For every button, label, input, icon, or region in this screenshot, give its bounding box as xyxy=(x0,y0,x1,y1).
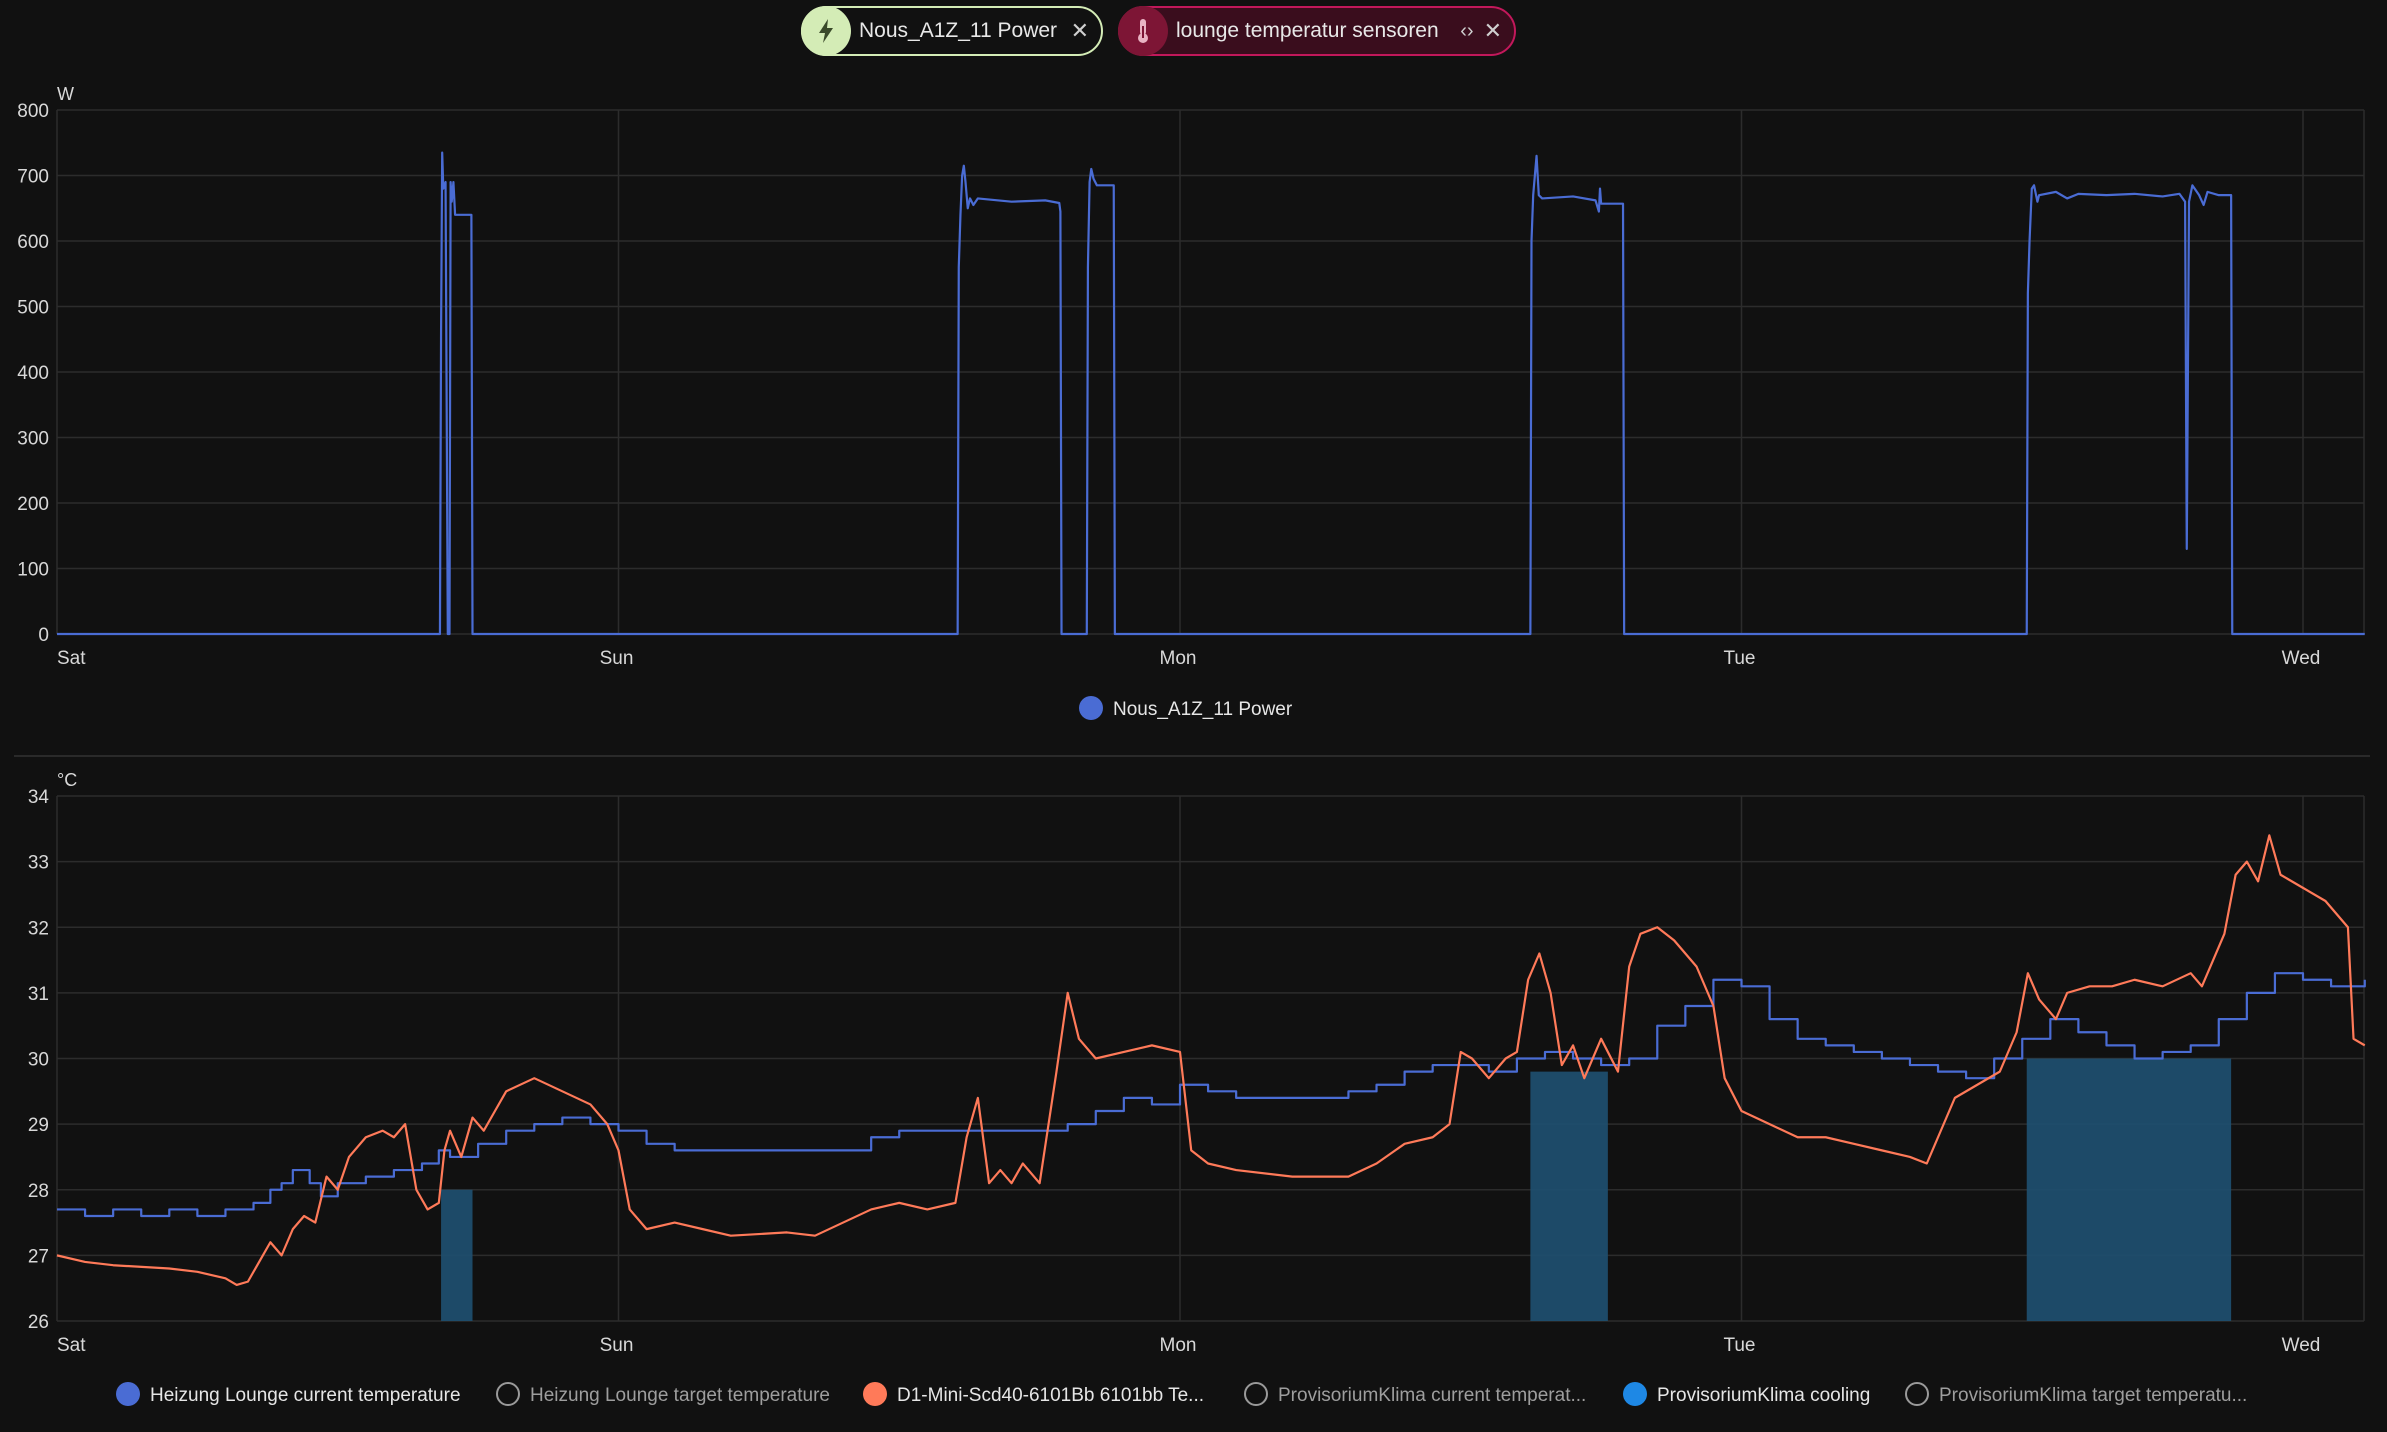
legend-label: Heizung Lounge current temperature xyxy=(150,1385,461,1406)
y-tick-label: 27 xyxy=(28,1246,49,1267)
cooling-bar xyxy=(441,1189,473,1321)
y-tick-label: 200 xyxy=(17,494,49,515)
legend-item[interactable]: D1-Mini-Scd40-6101Bb 6101bb Te... xyxy=(863,1382,1204,1406)
close-icon[interactable]: ✕ xyxy=(1483,18,1502,43)
y-tick-label: 28 xyxy=(28,1181,49,1202)
close-icon[interactable]: ✕ xyxy=(1070,18,1089,43)
y-axis-unit: °C xyxy=(57,770,77,790)
legend-label: Heizung Lounge target temperature xyxy=(530,1385,830,1406)
legend-item[interactable]: ProvisoriumKlima target temperatu... xyxy=(1905,1382,2247,1406)
y-tick-label: 300 xyxy=(17,429,49,450)
legend-marker xyxy=(496,1382,520,1406)
grid xyxy=(56,109,2365,635)
power-chip-label: Nous_A1Z_11 Power xyxy=(859,19,1058,42)
legend-marker xyxy=(1905,1382,1929,1406)
legend-marker xyxy=(863,1382,887,1406)
legend-marker xyxy=(116,1382,140,1406)
x-tick-label: Sun xyxy=(600,1335,634,1356)
power-entity-chip[interactable]: Nous_A1Z_11 Power ✕ xyxy=(801,6,1103,56)
legend-marker xyxy=(1079,696,1103,720)
y-tick-label: 600 xyxy=(17,232,49,253)
temperature-chip-label: lounge temperatur sensoren xyxy=(1176,19,1439,42)
grid xyxy=(56,795,2365,1322)
legend-label: ProvisoriumKlima cooling xyxy=(1657,1385,1870,1406)
legend-label: ProvisoriumKlima target temperatu... xyxy=(1939,1385,2247,1406)
x-tick-label: Wed xyxy=(2282,1335,2321,1356)
x-tick-label: Tue xyxy=(1723,1335,1755,1356)
chart-legend: Heizung Lounge current temperature Heizun… xyxy=(116,1382,2247,1406)
power-chart: 0 100 200 300 400 500 600 700 800 Sat Sun Mon Tue Wed… xyxy=(17,84,2365,720)
y-tick-label: 30 xyxy=(28,1050,49,1071)
legend-item[interactable]: Heizung Lounge current temperature xyxy=(116,1382,461,1406)
filter-chips: Nous_A1Z_11 Power ✕ lounge temperatur se… xyxy=(0,6,2387,62)
lightning-icon xyxy=(801,6,851,56)
temperature-chart: 26 27 28 29 30 31 32 33 34 Sat Sun Mon Tue Wed °C Heizu… xyxy=(28,770,2366,1406)
legend-item[interactable]: ProvisoriumKlima current temperat... xyxy=(1244,1382,1586,1406)
legend-label: D1-Mini-Scd40-6101Bb 6101bb Te... xyxy=(897,1385,1204,1406)
x-tick-label: Sat xyxy=(57,648,86,669)
chart-divider xyxy=(14,755,2370,757)
series-line xyxy=(57,972,2366,1218)
y-tick-label: 32 xyxy=(28,918,49,939)
cooling-bar xyxy=(2026,1058,2232,1321)
legend-item[interactable]: ProvisoriumKlima cooling xyxy=(1623,1382,1870,1406)
x-tick-label: Mon xyxy=(1160,1335,1197,1356)
x-tick-label: Wed xyxy=(2282,648,2321,669)
expand-icon[interactable]: ‹› xyxy=(1460,19,1474,42)
y-axis-unit: W xyxy=(57,84,74,104)
y-tick-label: 400 xyxy=(17,363,49,384)
legend-item[interactable]: Nous_A1Z_11 Power xyxy=(1079,696,1293,720)
series-line xyxy=(57,151,2365,636)
x-tick-label: Sat xyxy=(57,1335,86,1356)
y-tick-label: 29 xyxy=(28,1115,49,1136)
y-tick-label: 800 xyxy=(17,101,49,122)
y-tick-label: 0 xyxy=(38,625,49,646)
x-tick-label: Mon xyxy=(1160,648,1197,669)
series-line xyxy=(56,834,2366,1287)
y-tick-label: 500 xyxy=(17,298,49,319)
chart-legend: Nous_A1Z_11 Power xyxy=(1079,696,1293,720)
y-tick-label: 31 xyxy=(28,984,49,1005)
y-tick-label: 26 xyxy=(28,1312,49,1333)
legend-label: ProvisoriumKlima current temperat... xyxy=(1278,1385,1586,1406)
x-tick-label: Sun xyxy=(600,648,634,669)
y-tick-label: 34 xyxy=(28,787,50,808)
y-tick-label: 100 xyxy=(17,560,49,581)
y-tick-label: 700 xyxy=(17,167,49,188)
x-tick-label: Tue xyxy=(1723,648,1755,669)
cooling-bar xyxy=(1530,1071,1608,1321)
y-tick-label: 33 xyxy=(28,853,49,874)
temperature-group-chip[interactable]: lounge temperatur sensoren ‹› ✕ xyxy=(1118,6,1516,56)
legend-marker xyxy=(1244,1382,1268,1406)
thermometer-icon xyxy=(1118,6,1168,56)
legend-marker xyxy=(1623,1382,1647,1406)
legend-item[interactable]: Heizung Lounge target temperature xyxy=(496,1382,830,1406)
legend-label: Nous_A1Z_11 Power xyxy=(1113,699,1293,720)
